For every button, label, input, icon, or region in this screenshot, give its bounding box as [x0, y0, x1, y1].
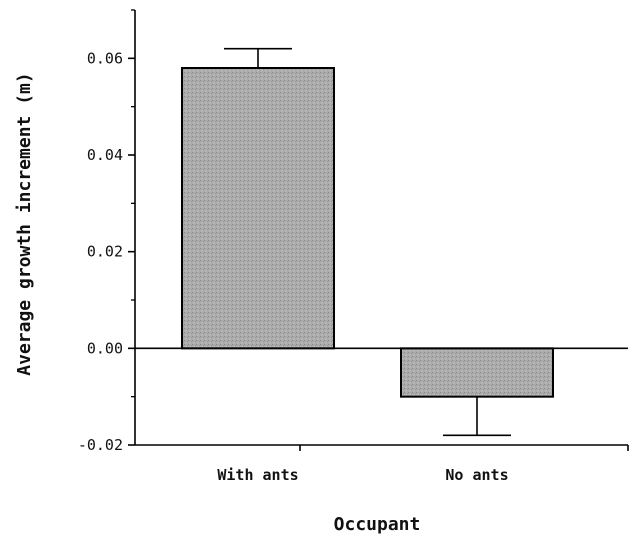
- axes-layer: [128, 9, 629, 451]
- x-tick-label: With ants: [217, 466, 298, 484]
- y-tick-label: 0.06: [87, 49, 123, 67]
- bars-layer: [181, 47, 554, 437]
- y-axis-title: Average growth increment (m): [14, 72, 35, 375]
- y-tick-label: 0.02: [87, 243, 123, 261]
- error-bar-no-ants: [443, 396, 511, 437]
- x-tick-label: No ants: [445, 466, 508, 484]
- bar-with-ants: [181, 67, 335, 350]
- labels-layer: With ants No ants -0.02 0.00 0.02 0.04 0.06: [78, 49, 509, 484]
- y-tick-label: -0.02: [78, 436, 123, 454]
- bar-no-ants: [400, 347, 554, 398]
- x-axis-title: Occupant: [334, 514, 421, 535]
- y-tick-label: 0.00: [87, 339, 123, 357]
- error-bar-with-ants: [224, 47, 292, 68]
- y-tick-label: 0.04: [87, 146, 123, 164]
